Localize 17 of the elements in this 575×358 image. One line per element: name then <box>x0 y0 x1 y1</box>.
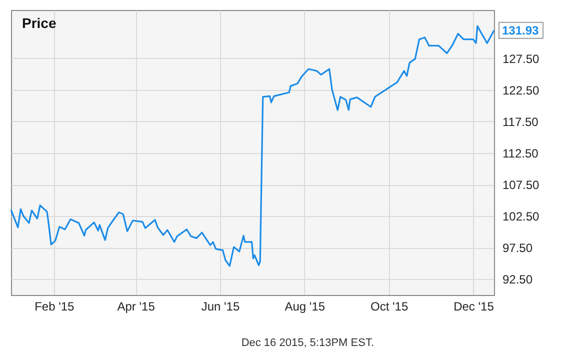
y-tick-label: 92.50 <box>502 272 533 287</box>
y-tick-label: 107.50 <box>502 178 540 192</box>
x-tick-label: Oct '15 <box>370 300 408 314</box>
y-tick-label: 127.50 <box>502 52 540 66</box>
x-tick-label: Feb '15 <box>34 300 75 314</box>
annotation: 131.93 <box>502 23 540 38</box>
x-tick-label: Aug '15 <box>284 300 326 314</box>
chart-title: Price <box>22 15 56 31</box>
text: Dec 16 2015, 5:13PM EST. <box>241 337 374 349</box>
x-tick-label: Apr '15 <box>117 300 156 314</box>
y-tick-label: 117.50 <box>502 114 539 129</box>
y-tick-label: 102.50 <box>502 210 540 224</box>
x-tick-label: Dec '15 <box>454 300 494 314</box>
y-tick-label: 122.50 <box>502 83 540 98</box>
x-tick-label: Jun '15 <box>201 300 240 314</box>
y-tick-label: 112.50 <box>502 146 539 160</box>
y-tick-label: 97.50 <box>502 241 533 256</box>
